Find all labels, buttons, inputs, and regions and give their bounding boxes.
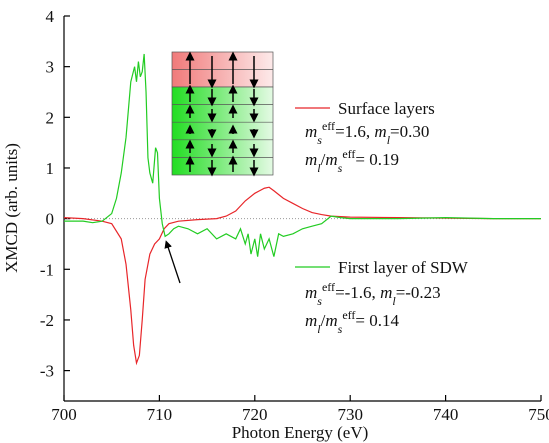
x-tick-label: 700 [51,405,77,424]
annotation-run: =1.6, [335,122,374,141]
annotation-run: eff [322,280,335,294]
y-tick-label: -2 [40,311,54,330]
annotation-run: m [305,311,317,330]
annotation: mseff=1.6, ml=0.30 [305,119,429,147]
legend-label: First layer of SDW [338,258,469,277]
annotation: ml/mseff= 0.19 [305,147,399,175]
series-line [63,186,541,366]
annotation-run: m [325,150,337,169]
annotation-run: / [321,311,326,330]
annotation-run: m [325,311,337,330]
y-tick-label: 1 [46,159,55,178]
y-tick-label: 4 [46,7,55,26]
inset-diagram [171,51,274,177]
x-tick-label: 720 [242,405,268,424]
y-tick-label: 0 [46,210,55,229]
y-tick-label: 2 [46,108,55,127]
annotation-run: eff [322,119,335,133]
y-tick-label: -1 [40,260,54,279]
annotation-run: m [305,150,317,169]
x-tick-label: 740 [433,405,459,424]
annotation-run: l [392,294,396,308]
annotation-run: s [317,133,322,147]
annotation-run: s [317,294,322,308]
annotation-run: m [305,122,317,141]
annotation-run: eff [342,308,355,322]
legend-label: Surface layers [338,99,435,118]
y-tick-label: -3 [40,362,54,381]
annotation-run: l [387,133,391,147]
annotation-run: s [338,322,343,336]
y-axis-label: XMCD (arb. units) [2,143,21,273]
annotation-run: =-0.23 [396,283,441,302]
annotation: mseff=-1.6, ml=-0.23 [305,280,441,308]
x-axis-label: Photon Energy (eV) [232,423,369,442]
x-tick-label: 750 [528,405,549,424]
annotation-run: = 0.14 [355,311,399,330]
series-line [64,53,541,257]
annotation-run: / [321,150,326,169]
annotation-run: eff [342,147,355,161]
annotation-run: l [317,322,321,336]
annotation-run: m [380,283,392,302]
annotation-run: l [317,161,321,175]
annotation-run: = 0.19 [355,150,399,169]
x-tick-label: 710 [147,405,173,424]
annotation-run: s [338,161,343,175]
y-tick-label: 3 [46,58,55,77]
annotation: ml/mseff= 0.14 [305,308,400,336]
annotation-run: =0.30 [390,122,429,141]
x-tick-label: 730 [337,405,363,424]
annotation-run: m [374,122,386,141]
annotation-run: m [305,283,317,302]
annotation-run: =-1.6, [335,283,380,302]
arrow [164,240,181,284]
